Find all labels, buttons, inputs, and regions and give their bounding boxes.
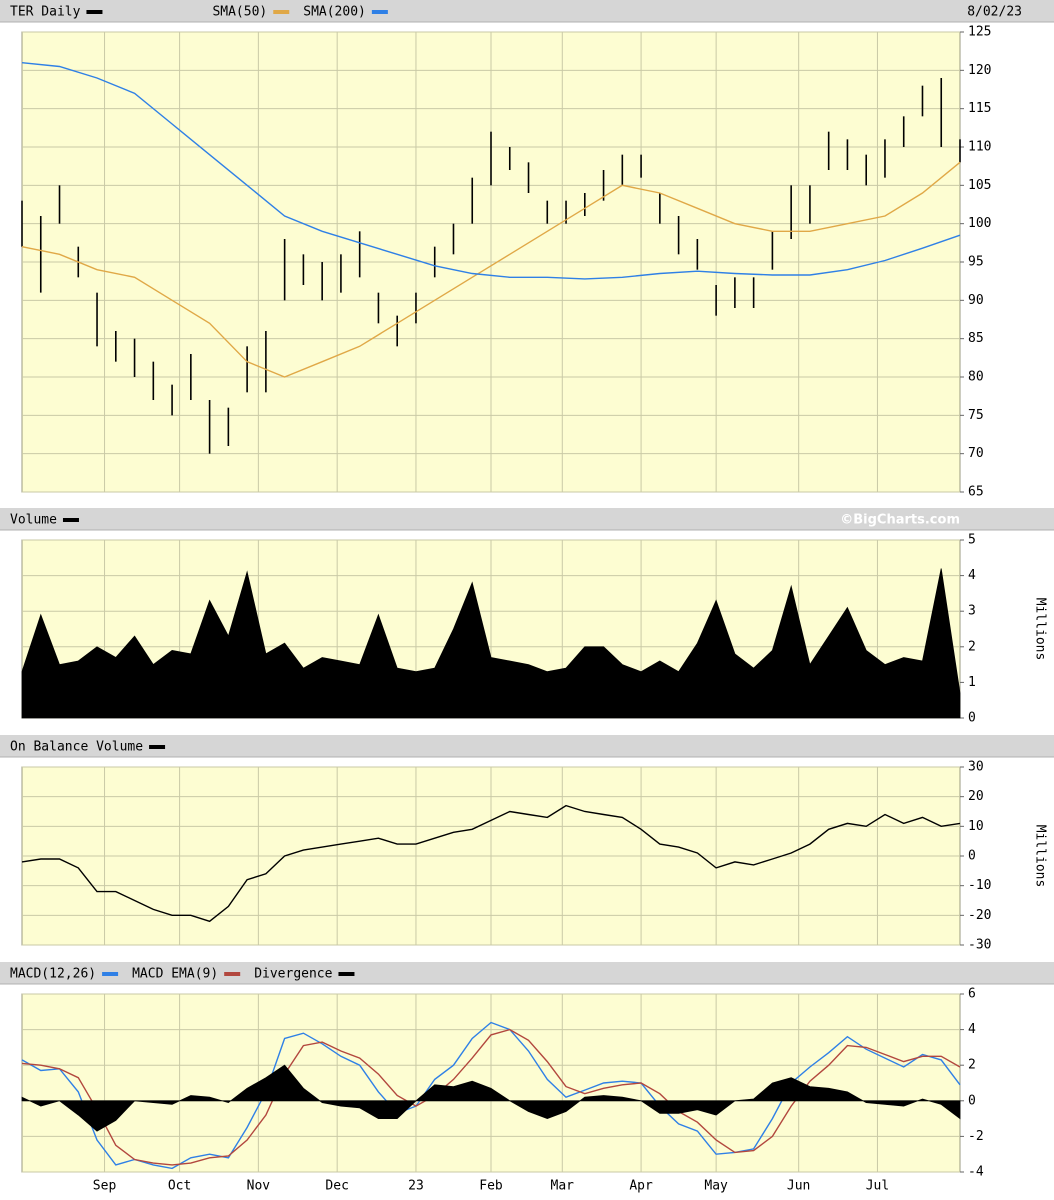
series-line (21, 804, 961, 923)
y-tick-label: -30 (968, 938, 991, 953)
y-tick-label: 20 (968, 789, 984, 804)
y-tick-label: 30 (968, 760, 984, 775)
y-tick-label: 70 (968, 446, 984, 461)
x-tick-label: Nov (247, 1179, 271, 1194)
series-area (21, 1064, 961, 1132)
series-line (21, 62, 961, 280)
y-tick-label: 6 (968, 987, 976, 1002)
legend-swatch (224, 972, 241, 976)
y-tick-label: 125 (968, 25, 991, 40)
legend-swatch (62, 518, 79, 522)
watermark: ©BigCharts.com (840, 513, 960, 528)
y-tick-label: 5 (968, 533, 976, 548)
y-tick-label: 65 (968, 485, 984, 500)
y-tick-label: 75 (968, 408, 984, 423)
y-tick-label: -2 (968, 1129, 984, 1144)
series-line (21, 161, 961, 378)
y-axis-label: Millions (1033, 598, 1048, 661)
y-tick-label: 100 (968, 216, 991, 231)
legend-label: MACD(12,26) (10, 967, 96, 982)
legend-swatch (86, 10, 103, 14)
legend-swatch (371, 10, 388, 14)
panel-header (0, 735, 1054, 757)
y-tick-label: 1 (968, 675, 976, 690)
y-tick-label: 95 (968, 255, 984, 270)
y-tick-label: -10 (968, 878, 991, 893)
x-tick-label: Oct (168, 1179, 191, 1194)
x-tick-label: Jul (866, 1179, 889, 1194)
y-tick-label: 80 (968, 370, 984, 385)
date-label: 8/02/23 (967, 5, 1022, 20)
y-tick-label: 110 (968, 140, 991, 155)
x-tick-label: Apr (629, 1179, 653, 1194)
x-tick-label: Dec (325, 1179, 348, 1194)
y-tick-label: 0 (968, 711, 976, 726)
legend-label: SMA(200) (303, 5, 366, 20)
series-area (21, 568, 961, 719)
y-tick-label: 0 (968, 849, 976, 864)
y-tick-label: 3 (968, 604, 976, 619)
x-tick-label: Feb (479, 1179, 503, 1194)
legend-swatch (273, 10, 290, 14)
y-tick-label: 2 (968, 639, 976, 654)
y-tick-label: 4 (968, 568, 976, 583)
legend-label: Divergence (254, 967, 332, 982)
panel-header (0, 962, 1054, 984)
legend-swatch (102, 972, 119, 976)
x-tick-label: Sep (93, 1179, 117, 1194)
legend-label: TER Daily (10, 5, 81, 20)
x-tick-label: Mar (551, 1179, 575, 1194)
legend-label: MACD EMA(9) (132, 967, 218, 982)
y-tick-label: 105 (968, 178, 991, 193)
y-tick-label: -4 (968, 1165, 984, 1180)
legend-swatch (338, 972, 355, 976)
y-tick-label: 0 (968, 1093, 976, 1108)
legend-label: On Balance Volume (10, 740, 143, 755)
legend-swatch (149, 745, 166, 749)
y-tick-label: 2 (968, 1058, 976, 1073)
y-tick-label: 115 (968, 101, 991, 116)
y-axis-label: Millions (1033, 825, 1048, 888)
y-tick-label: -20 (968, 908, 991, 923)
legend-label: SMA(50) (212, 5, 267, 20)
panel-header (0, 0, 1054, 22)
y-tick-label: 4 (968, 1022, 976, 1037)
x-tick-label: Jun (787, 1179, 810, 1194)
y-tick-label: 120 (968, 63, 991, 78)
y-tick-label: 85 (968, 331, 984, 346)
y-tick-label: 10 (968, 819, 984, 834)
x-tick-label: 23 (408, 1179, 424, 1194)
x-tick-label: May (704, 1179, 728, 1194)
y-tick-label: 90 (968, 293, 984, 308)
legend-label: Volume (10, 513, 57, 528)
panel-header (0, 508, 1054, 530)
